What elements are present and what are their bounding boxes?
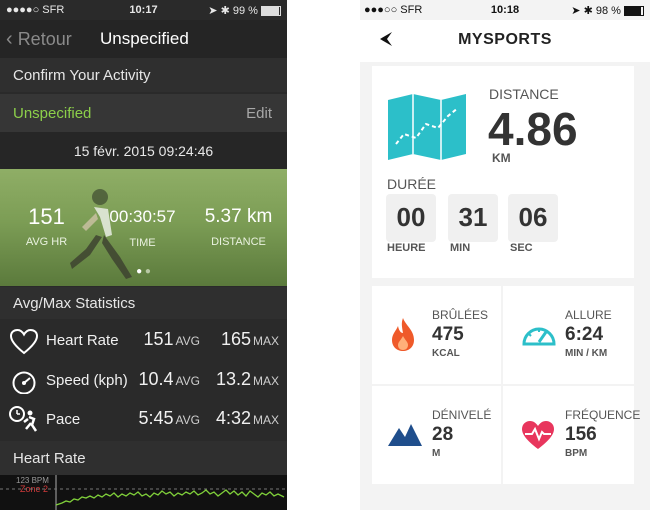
back-arrow-icon[interactable] bbox=[378, 30, 394, 48]
summary-time: 00:30:57 TIME bbox=[109, 207, 176, 249]
bluetooth-icon: ✱ bbox=[220, 5, 230, 17]
stats-header: Avg/Max Statistics bbox=[0, 287, 287, 319]
duration-minutes: 31 bbox=[448, 194, 498, 242]
confirm-header: Confirm Your Activity bbox=[0, 58, 287, 92]
bluetooth-icon: ✱ bbox=[583, 5, 593, 17]
seconds-label: SEC bbox=[510, 242, 533, 254]
back-button[interactable]: ‹ Retour bbox=[6, 28, 72, 50]
edit-button[interactable]: Edit bbox=[246, 105, 272, 122]
metric-elevation: DÉNIVELÉ 28 M bbox=[372, 386, 501, 484]
metric-pace: ALLURE 6:24 MIN / KM bbox=[503, 286, 634, 384]
right-app-screen: ●●●○○ SFR 10:18 ➤ ✱ 98 % MYSPORTS DISTAN… bbox=[360, 0, 650, 510]
activity-type-label: Unspecified bbox=[13, 105, 92, 122]
activity-datetime: 15 févr. 2015 09:24:46 bbox=[0, 132, 287, 169]
graph-zone-label: Zone 2 bbox=[20, 484, 49, 494]
minutes-label: MIN bbox=[450, 242, 471, 254]
carrier-label: ●●●●○ SFR bbox=[6, 4, 65, 16]
mountain-icon bbox=[388, 424, 422, 446]
heart-rate-header: Heart Rate bbox=[0, 441, 287, 475]
flame-icon bbox=[392, 318, 414, 351]
page-title: Unspecified bbox=[100, 29, 189, 48]
summary-distance: 5.37 km DISTANCE bbox=[204, 206, 273, 248]
speedometer-icon bbox=[12, 371, 36, 394]
summary-carousel[interactable]: 151 AVG HR 00:30:57 TIME 5.37 km DISTANC… bbox=[0, 169, 287, 286]
battery-icon bbox=[624, 6, 644, 17]
metric-heart-rate: FRÉQUENCE 156 BPM bbox=[503, 386, 640, 484]
heart-pulse-icon bbox=[522, 421, 554, 449]
heart-rate-graph: 123 BPM Zone 2 bbox=[0, 475, 287, 510]
stat-row-heart-rate: Heart Rate 151 AVG 165 MAX bbox=[0, 322, 287, 360]
duration-label: DURÉE bbox=[387, 176, 437, 192]
stat-row-pace: Pace 5:45 AVG 4:32 MAX bbox=[0, 401, 287, 439]
summary-avg-hr: 151 AVG HR bbox=[25, 204, 68, 248]
page-title: MYSPORTS bbox=[458, 31, 552, 48]
distance-unit: KM bbox=[492, 151, 511, 165]
nav-bar: MYSPORTS bbox=[360, 20, 650, 62]
location-icon: ➤ bbox=[208, 5, 218, 17]
heart-rate-line bbox=[0, 475, 287, 510]
hours-label: HEURE bbox=[387, 242, 426, 254]
battery-label: ➤ ✱ 99 % bbox=[208, 4, 281, 17]
battery-label: ➤ ✱ 98 % bbox=[571, 4, 644, 17]
runner-photo bbox=[70, 189, 132, 279]
battery-icon bbox=[261, 6, 281, 17]
page-indicator[interactable]: ● ● bbox=[136, 266, 151, 277]
duration-seconds: 06 bbox=[508, 194, 558, 242]
runner-clock-icon bbox=[9, 406, 38, 432]
carrier-label: ●●●○○ SFR bbox=[364, 4, 423, 16]
distance-value: 4.86 bbox=[488, 103, 578, 155]
speedometer-icon bbox=[522, 327, 556, 346]
distance-label: DISTANCE bbox=[489, 86, 559, 102]
location-icon: ➤ bbox=[571, 5, 581, 17]
duration-hours: 00 bbox=[386, 194, 436, 242]
stat-row-speed: Speed (kph) 10.4 AVG 13.2 MAX bbox=[0, 362, 287, 400]
graph-bpm-label: 123 BPM bbox=[16, 476, 49, 485]
left-app-screen: ●●●●○ SFR 10:17 ➤ ✱ 99 % ‹ Retour Unspec… bbox=[0, 0, 287, 510]
nav-bar: ‹ Retour Unspecified bbox=[0, 20, 287, 58]
metric-calories: BRÛLÉES 475 KCAL bbox=[372, 286, 501, 384]
status-time: 10:18 bbox=[490, 4, 520, 16]
status-bar: ●●●●○ SFR 10:17 ➤ ✱ 99 % bbox=[0, 0, 287, 20]
activity-type-row[interactable]: Unspecified Edit bbox=[0, 94, 287, 132]
map-icon bbox=[388, 94, 466, 160]
status-bar: ●●●○○ SFR 10:18 ➤ ✱ 98 % bbox=[360, 0, 650, 20]
distance-duration-card: DISTANCE 4.86 KM DURÉE 00 31 06 HEURE MI… bbox=[372, 66, 634, 278]
status-time: 10:17 bbox=[129, 4, 158, 16]
heart-icon bbox=[9, 328, 39, 355]
chevron-left-icon: ‹ bbox=[6, 28, 13, 50]
